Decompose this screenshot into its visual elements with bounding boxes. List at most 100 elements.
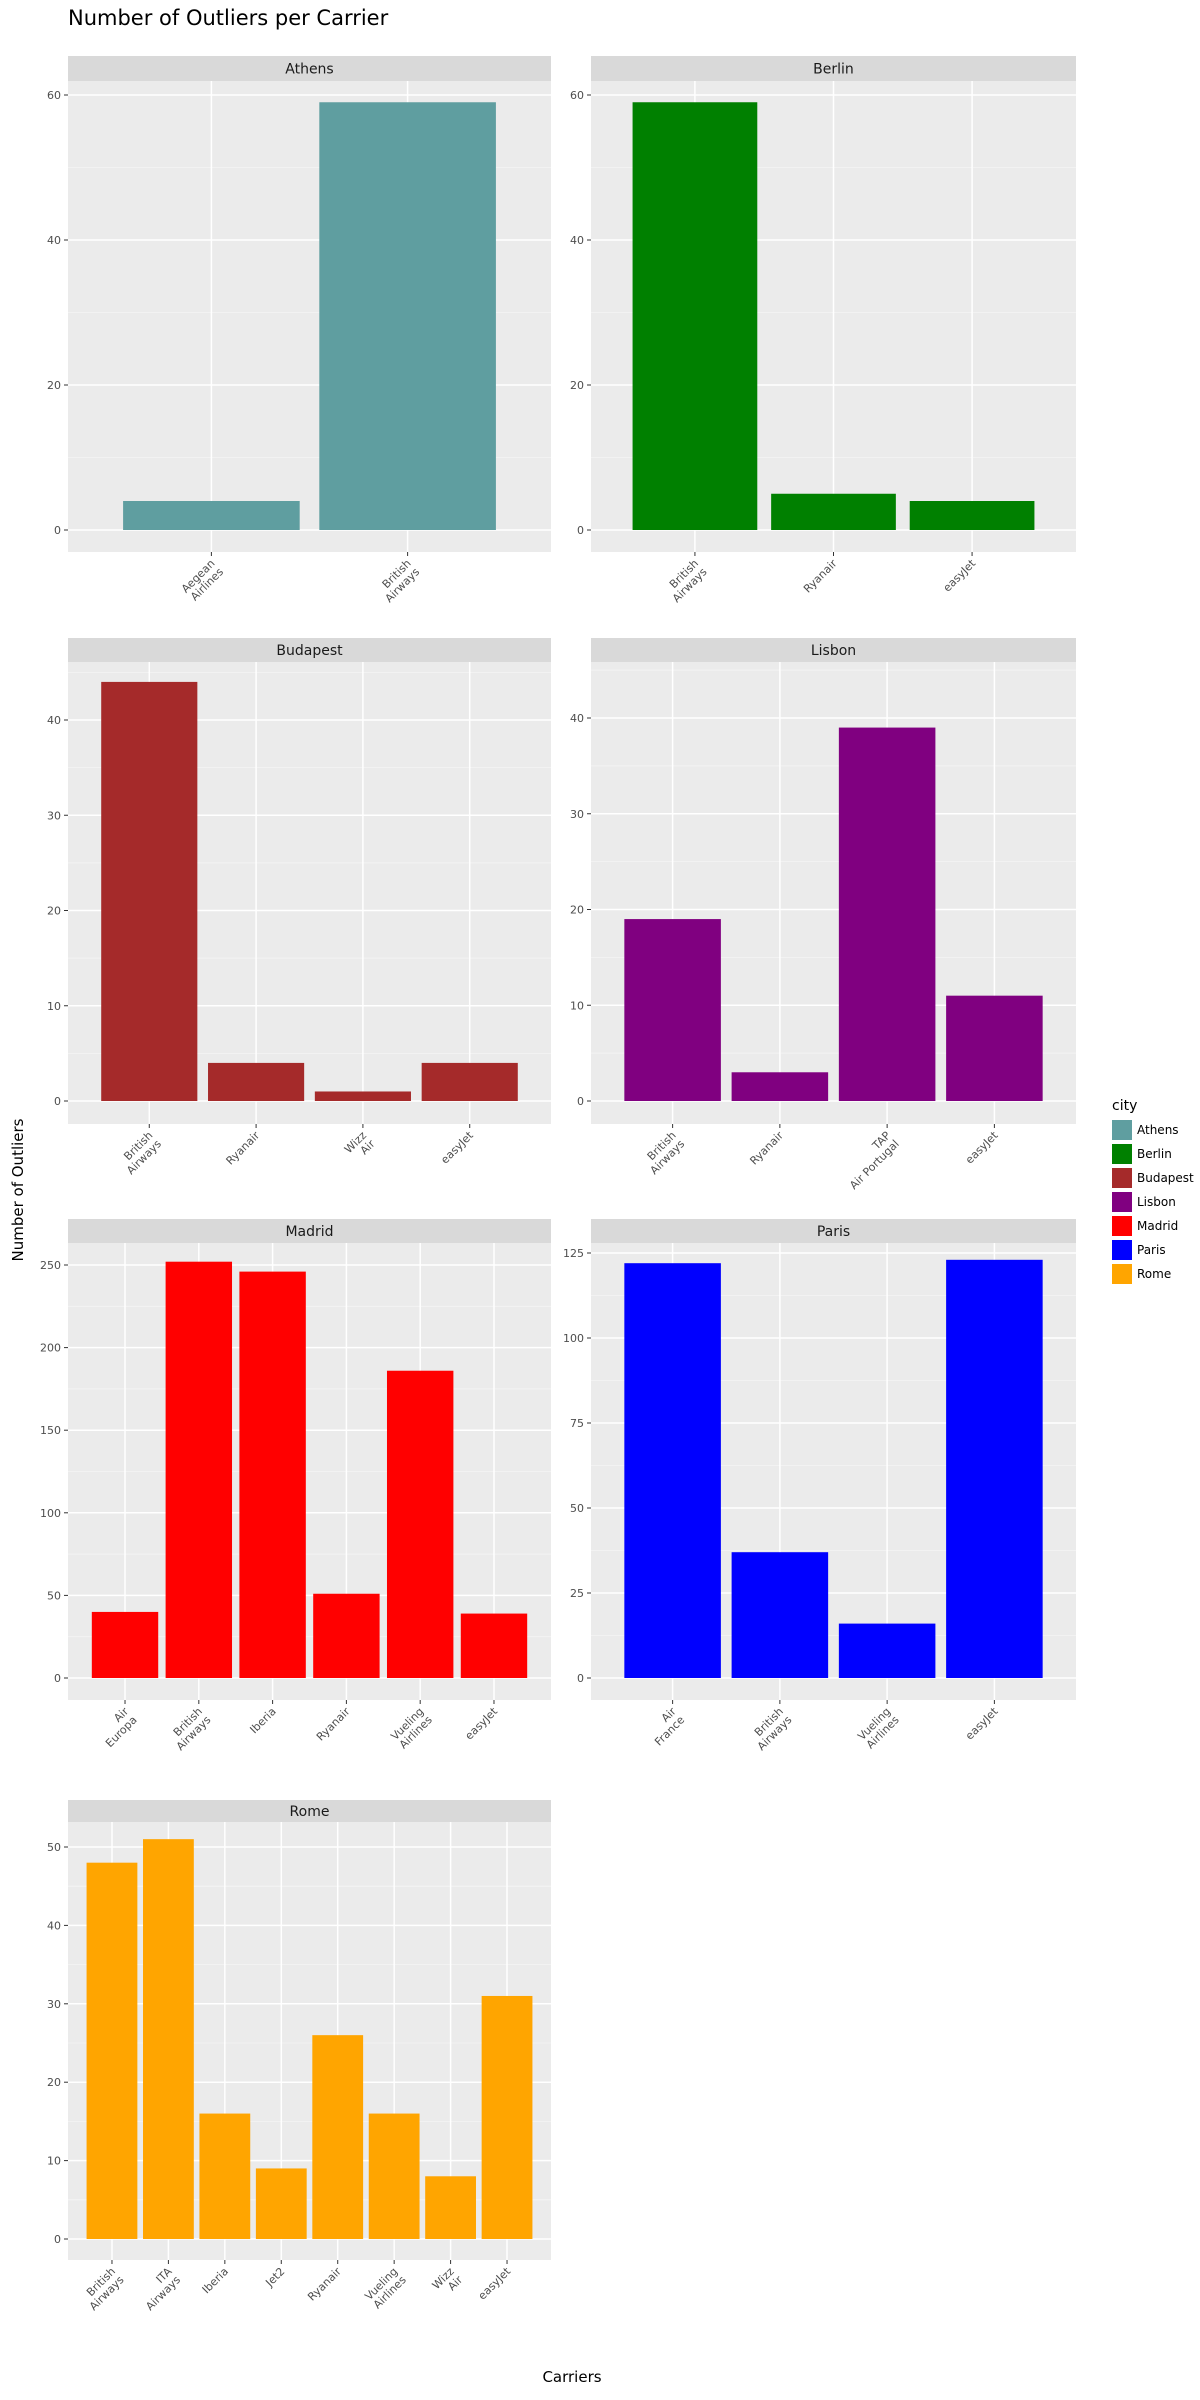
y-tick-label: 0 <box>54 1672 61 1685</box>
bar <box>838 1623 936 1678</box>
y-tick-label: 20 <box>47 2076 61 2089</box>
bar <box>946 995 1043 1101</box>
facet-strip-label: Berlin <box>813 62 854 78</box>
y-tick-label: 20 <box>47 905 61 918</box>
y-tick-label: 40 <box>570 234 584 247</box>
y-tick-label: 0 <box>577 524 584 537</box>
bar <box>312 2035 364 2239</box>
bar <box>421 1062 518 1101</box>
y-tick-label: 50 <box>47 1841 61 1854</box>
y-tick-label: 50 <box>47 1589 61 1602</box>
legend-label: Rome <box>1137 1267 1172 1281</box>
bar <box>319 102 496 530</box>
facet-strip <box>591 1219 1076 1243</box>
facet-budapest: Budapest 0 10 20 30 40 BritishAirways Ryanair Wi… <box>47 638 551 1177</box>
facet-strip <box>68 56 551 81</box>
x-tick-label: BritishAirways <box>78 2265 126 2313</box>
facet-strip-label: Lisbon <box>811 643 856 659</box>
bar <box>208 1062 305 1101</box>
y-tick-label: 0 <box>577 1095 584 1108</box>
bar <box>624 1263 721 1678</box>
legend-swatch <box>1112 1168 1132 1188</box>
legend-swatch <box>1112 1240 1132 1260</box>
x-tick-label: Ryanair <box>747 1129 786 1168</box>
legend-swatch <box>1112 1144 1132 1164</box>
x-tick-label: easyJet <box>438 1128 476 1166</box>
bar <box>313 1593 380 1678</box>
legend-item-rome: Rome <box>1112 1262 1194 1286</box>
facet-strip-label: Madrid <box>285 1224 333 1240</box>
bar <box>143 1839 194 2239</box>
y-tick-label: 60 <box>570 89 584 102</box>
x-tick-label: easyJet <box>963 1704 1001 1742</box>
x-tick-label: easyJet <box>476 2264 514 2302</box>
y-tick-label: 40 <box>47 714 61 727</box>
y-tick-label: 30 <box>47 809 61 822</box>
y-tick-label: 200 <box>40 1342 61 1355</box>
bar <box>481 1995 533 2239</box>
x-tick-label: BritishAirways <box>165 1705 213 1753</box>
bar <box>101 681 198 1101</box>
facet-athens: Athens 0 20 40 60 AegeanAirlines BritishAirway… <box>47 56 551 605</box>
y-tick-label: 60 <box>47 89 61 102</box>
y-tick-label: 250 <box>40 1259 61 1272</box>
facet-strip <box>591 638 1076 662</box>
y-tick-label: 100 <box>563 1332 584 1345</box>
bar <box>731 1072 829 1101</box>
facet-strip-label: Athens <box>285 62 333 78</box>
legend-item-paris: Paris <box>1112 1238 1194 1262</box>
facet-lisbon: Lisbon 0 10 20 30 40 BritishAirways Ryanair TAPA… <box>570 638 1076 1192</box>
x-tick-label: BritishAirways <box>746 1705 794 1753</box>
bar <box>255 2168 307 2239</box>
facet-strip-label: Rome <box>290 1804 330 1820</box>
x-tick-label: WizzAir <box>430 2265 466 2301</box>
facet-strip <box>591 56 1076 81</box>
y-tick-label: 40 <box>47 1919 61 1932</box>
x-tick-label: VuelingAirlines <box>855 1705 902 1752</box>
x-tick-label: AirFrance <box>644 1705 688 1749</box>
facet-strip <box>68 638 551 662</box>
y-tick-label: 0 <box>577 1672 584 1685</box>
facet-strip-label: Budapest <box>276 643 343 659</box>
legend-title: city <box>1112 1098 1138 1114</box>
y-tick-label: 50 <box>570 1502 584 1515</box>
x-tick-label: TAPAir Portugal <box>839 1129 902 1192</box>
legend-item-budapest: Budapest <box>1112 1166 1194 1190</box>
legend-label: Budapest <box>1137 1171 1194 1185</box>
legend-label: Paris <box>1137 1243 1166 1257</box>
legend: city Athens Berlin Budapest Lisbon Madrid Par… <box>1112 1098 1194 1286</box>
facet-strip-label: Paris <box>817 1224 850 1240</box>
bar <box>386 1370 454 1678</box>
y-tick-label: 0 <box>54 2233 61 2246</box>
y-tick-label: 25 <box>570 1587 584 1600</box>
x-tick-label: Iberia <box>247 1705 278 1736</box>
legend-item-lisbon: Lisbon <box>1112 1190 1194 1214</box>
bar <box>199 2113 251 2239</box>
y-tick-label: 125 <box>563 1247 584 1260</box>
bar <box>460 1613 528 1678</box>
bar <box>838 727 936 1101</box>
bar <box>771 493 896 530</box>
x-tick-label: BritishAirways <box>661 557 709 605</box>
y-tick-label: 40 <box>570 712 584 725</box>
y-tick-label: 40 <box>47 234 61 247</box>
y-tick-label: 30 <box>47 1998 61 2011</box>
y-tick-label: 10 <box>47 2155 61 2168</box>
legend-item-athens: Athens <box>1112 1118 1194 1142</box>
legend-label: Berlin <box>1137 1147 1172 1161</box>
y-tick-label: 10 <box>47 1000 61 1013</box>
x-tick-label: VuelingAirlines <box>388 1705 435 1752</box>
x-tick-label: VuelingAirlines <box>362 2265 409 2312</box>
x-tick-label: Jet2 <box>262 2265 287 2290</box>
x-tick-label: Ryanair <box>314 1705 353 1744</box>
x-tick-label: Ryanair <box>801 557 840 596</box>
bar <box>624 919 721 1101</box>
legend-swatch <box>1112 1264 1132 1284</box>
bar <box>368 2113 420 2239</box>
bar <box>314 1091 411 1101</box>
y-tick-label: 30 <box>570 808 584 821</box>
x-tick-label: BritishAirways <box>116 1129 164 1177</box>
legend-swatch <box>1112 1192 1132 1212</box>
bar <box>165 1261 233 1678</box>
legend-item-berlin: Berlin <box>1112 1142 1194 1166</box>
